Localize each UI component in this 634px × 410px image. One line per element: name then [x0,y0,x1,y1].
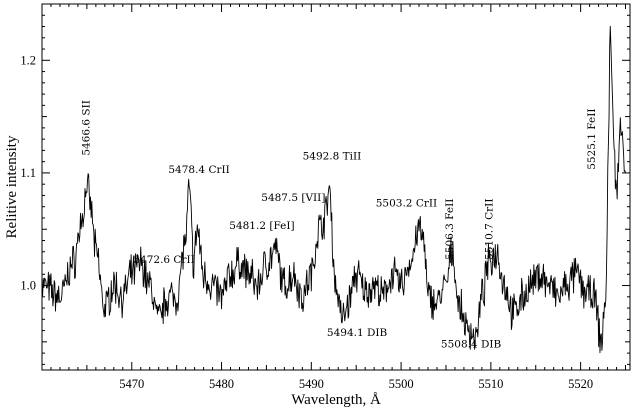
x-tick-label: 5520 [568,377,593,391]
line-annotation: 5503.2 CrII [376,198,437,210]
y-axis-label: Relitive intensity [4,135,20,238]
y-tick-label: 1.0 [20,279,36,293]
x-tick-label: 5470 [119,377,144,391]
spectrum-line [41,25,626,354]
x-tick-label: 5500 [389,377,414,391]
x-axis-label: Wavelength, Å [291,392,381,408]
x-tick-label: 5510 [478,377,503,391]
axis-ticks: 5470 5480 5490 5500 5510 5520 1.0 1.1 1.2 [20,3,630,391]
line-annotation: 5478.4 CrII [168,164,229,176]
line-annotation: 5525.1 FeII [586,108,598,169]
y-tick-label: 1.1 [20,166,36,180]
line-annotation: 5481.2 [FeI] [229,220,294,232]
series-layer [41,25,626,354]
y-tick-label: 1.2 [20,53,36,67]
line-annotation: 5506.3 FeII [444,199,456,260]
annotation-layer: 5466.6 SII 5472.6 CrII 5478.4 CrII 5481.2 [… [81,100,598,350]
line-annotation: 5472.6 CrII [133,254,194,266]
line-annotation: 5466.6 SII [81,100,93,156]
line-annotation: 5487.5 [VII] [261,192,325,204]
x-tick-label: 5480 [209,377,234,391]
line-annotation: 5508.4 DIB [441,338,502,350]
line-annotation: 5494.1 DIB [327,327,388,339]
line-annotation: 5510.7 CrII [484,199,496,260]
line-annotation: 5492.8 TiII [303,150,362,162]
x-tick-label: 5490 [299,377,324,391]
plot-frame [41,3,631,371]
